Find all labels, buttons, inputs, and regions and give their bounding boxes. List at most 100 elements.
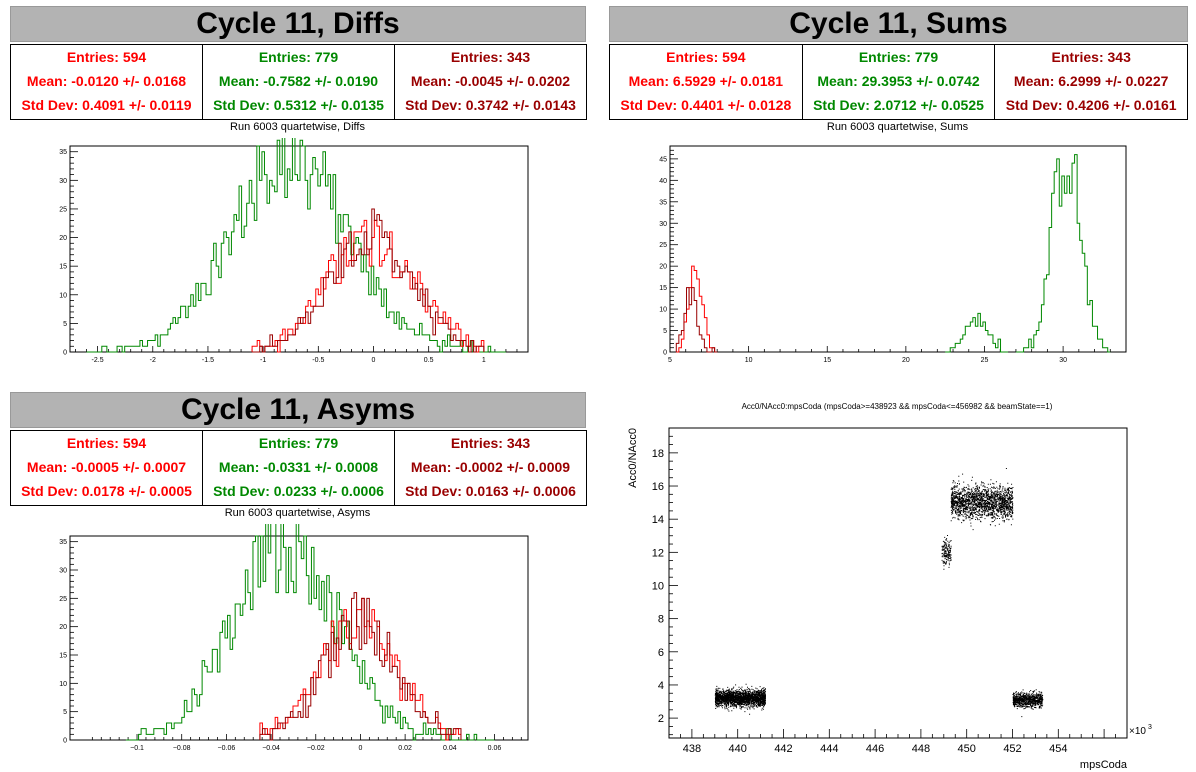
- stats-std: Std Dev: 0.5312 +/- 0.0135: [213, 97, 384, 113]
- y-tick-label: 20: [59, 235, 67, 242]
- y-tick-label: 35: [59, 539, 67, 546]
- x-tick-label: -0.5: [312, 357, 324, 364]
- y-tick-label: 5: [663, 328, 667, 335]
- y-tick-label: 18: [652, 448, 664, 460]
- y-tick-label: 15: [59, 653, 67, 660]
- x-tick-label: 10: [745, 357, 753, 364]
- plot-frame: [669, 145, 1127, 353]
- hist-series-red: [251, 219, 485, 353]
- plot-frame: [69, 535, 529, 741]
- stats-std: Std Dev: 0.4091 +/- 0.0119: [21, 97, 192, 113]
- stats-entries: Entries: 779: [858, 49, 939, 65]
- stats-red: Entries: 594 Mean: 6.5929 +/- 0.0181 Std…: [610, 45, 803, 119]
- x-tick-label: −0.06: [218, 745, 236, 752]
- scatter-points: [1012, 689, 1044, 718]
- stats-entries: Entries: 343: [1051, 49, 1131, 65]
- y-tick-label: 0: [63, 738, 67, 745]
- stats-mean: Mean: 6.5929 +/- 0.0181: [628, 73, 784, 89]
- x-tick-label: −0.04: [262, 745, 280, 752]
- x-axis-multiplier-exponent: 3: [1148, 724, 1152, 731]
- y-tick-label: 30: [659, 221, 667, 228]
- stats-std: Std Dev: 0.4401 +/- 0.0128: [620, 97, 792, 113]
- y-tick-label: 45: [659, 156, 667, 163]
- y-tick-label: 25: [659, 242, 667, 249]
- stats-entries: Entries: 343: [450, 435, 531, 451]
- x-tick-label: 438: [683, 743, 701, 755]
- x-tick-label: −0.02: [307, 745, 325, 752]
- y-tick-label: 10: [59, 292, 67, 299]
- hist-series-dark: [675, 287, 718, 353]
- x-tick-label: 442: [774, 743, 792, 755]
- x-tick-label: 0: [358, 745, 362, 752]
- x-tick-label: 30: [1059, 357, 1067, 364]
- hist-series-green: [1015, 154, 1111, 353]
- stats-dark: Entries: 343 Mean: -0.0002 +/- 0.0009 St…: [395, 431, 586, 505]
- stats-entries: Entries: 343: [450, 49, 531, 65]
- panel-title: Cycle 11, Sums: [609, 6, 1188, 42]
- x-tick-label: −0.08: [173, 745, 191, 752]
- stats-green: Entries: 779 Mean: -0.7582 +/- 0.0190 St…: [203, 45, 395, 119]
- y-tick-label: 10: [659, 307, 667, 314]
- y-tick-label: 30: [59, 568, 67, 575]
- stats-mean: Mean: -0.0120 +/- 0.0168: [26, 73, 187, 89]
- panel-title: Cycle 11, Asyms: [10, 392, 586, 428]
- scatter-plot: 438 440 442 444 446 448 450 452 454 2 4 6 8 10 12 14 16 1…: [627, 427, 1152, 770]
- hist-series-green: [86, 138, 506, 353]
- x-tick-label: 5: [668, 357, 672, 364]
- y-tick-label: 15: [659, 285, 667, 292]
- x-tick-label: 0: [372, 357, 376, 364]
- stats-mean: Mean: 29.3953 +/- 0.0742: [817, 73, 980, 89]
- y-tick-label: 5: [63, 321, 67, 328]
- stats-entries: Entries: 594: [66, 435, 147, 451]
- stats-entries: Entries: 779: [258, 435, 339, 451]
- y-tick-label: 10: [59, 681, 67, 688]
- stats-entries: Entries: 594: [666, 49, 746, 65]
- hist-title: Run 6003 quartetwise, Sums: [826, 121, 969, 133]
- y-tick-label: 20: [659, 264, 667, 271]
- stats-red: Entries: 594 Mean: -0.0005 +/- 0.0007 St…: [11, 431, 203, 505]
- x-tick-label: -2.5: [92, 357, 104, 364]
- stats-std: Std Dev: 0.3742 +/- 0.0143: [405, 97, 576, 113]
- stats-box: Entries: 594 Mean: -0.0120 +/- 0.0168 St…: [10, 44, 587, 120]
- y-tick-label: 15: [59, 264, 67, 271]
- x-axis-multiplier: ×10: [1129, 726, 1146, 737]
- x-tick-label: 25: [981, 357, 989, 364]
- hist-asyms: −0.1 −0.08 −0.06 −0.04 −0.02 0 0.02 0.04 0.06 0 5 1…: [59, 524, 529, 752]
- stats-mean: Mean: -0.0005 +/- 0.0007: [26, 459, 187, 475]
- scatter-points: [941, 535, 952, 570]
- y-tick-label: 5: [63, 709, 67, 716]
- y-tick-label: 12: [652, 547, 664, 559]
- x-tick-label: 1: [482, 357, 486, 364]
- x-tick-label: 454: [1049, 743, 1067, 755]
- x-tick-label: 20: [902, 357, 910, 364]
- stats-mean: Mean: -0.7582 +/- 0.0190: [218, 73, 379, 89]
- y-tick-label: 40: [659, 178, 667, 185]
- stats-green: Entries: 779 Mean: 29.3953 +/- 0.0742 St…: [803, 45, 996, 119]
- hist-series-red: [259, 597, 462, 741]
- y-tick-label: 0: [663, 350, 667, 357]
- x-tick-label: -1: [260, 357, 266, 364]
- stats-mean: Mean: 6.2999 +/- 0.0227: [1013, 73, 1169, 89]
- x-tick-label: 440: [729, 743, 747, 755]
- scatter-points: [714, 683, 766, 715]
- y-tick-label: 0: [63, 350, 67, 357]
- stats-std: Std Dev: 0.0163 +/- 0.0006: [405, 483, 576, 499]
- hist-series-dark: [252, 208, 485, 353]
- stats-entries: Entries: 779: [258, 49, 339, 65]
- stats-green: Entries: 779 Mean: -0.0331 +/- 0.0008 St…: [203, 431, 395, 505]
- hist-series-red: [676, 265, 718, 353]
- x-tick-label: 452: [1003, 743, 1021, 755]
- y-tick-label: 25: [59, 206, 67, 213]
- scatter-points: [950, 468, 1014, 531]
- y-tick-label: 4: [658, 680, 664, 692]
- stats-red: Entries: 594 Mean: -0.0120 +/- 0.0168 St…: [11, 45, 203, 119]
- hist-series-green: [945, 312, 1009, 353]
- y-tick-label: 6: [658, 647, 664, 659]
- stats-std: Std Dev: 0.0178 +/- 0.0005: [21, 483, 192, 499]
- stats-dark: Entries: 343 Mean: -0.0045 +/- 0.0202 St…: [395, 45, 586, 119]
- x-tick-label: −0.1: [130, 745, 144, 752]
- x-tick-label: 450: [958, 743, 976, 755]
- x-tick-label: 446: [866, 743, 884, 755]
- stats-mean: Mean: -0.0045 +/- 0.0202: [410, 73, 571, 89]
- x-tick-label: 15: [823, 357, 831, 364]
